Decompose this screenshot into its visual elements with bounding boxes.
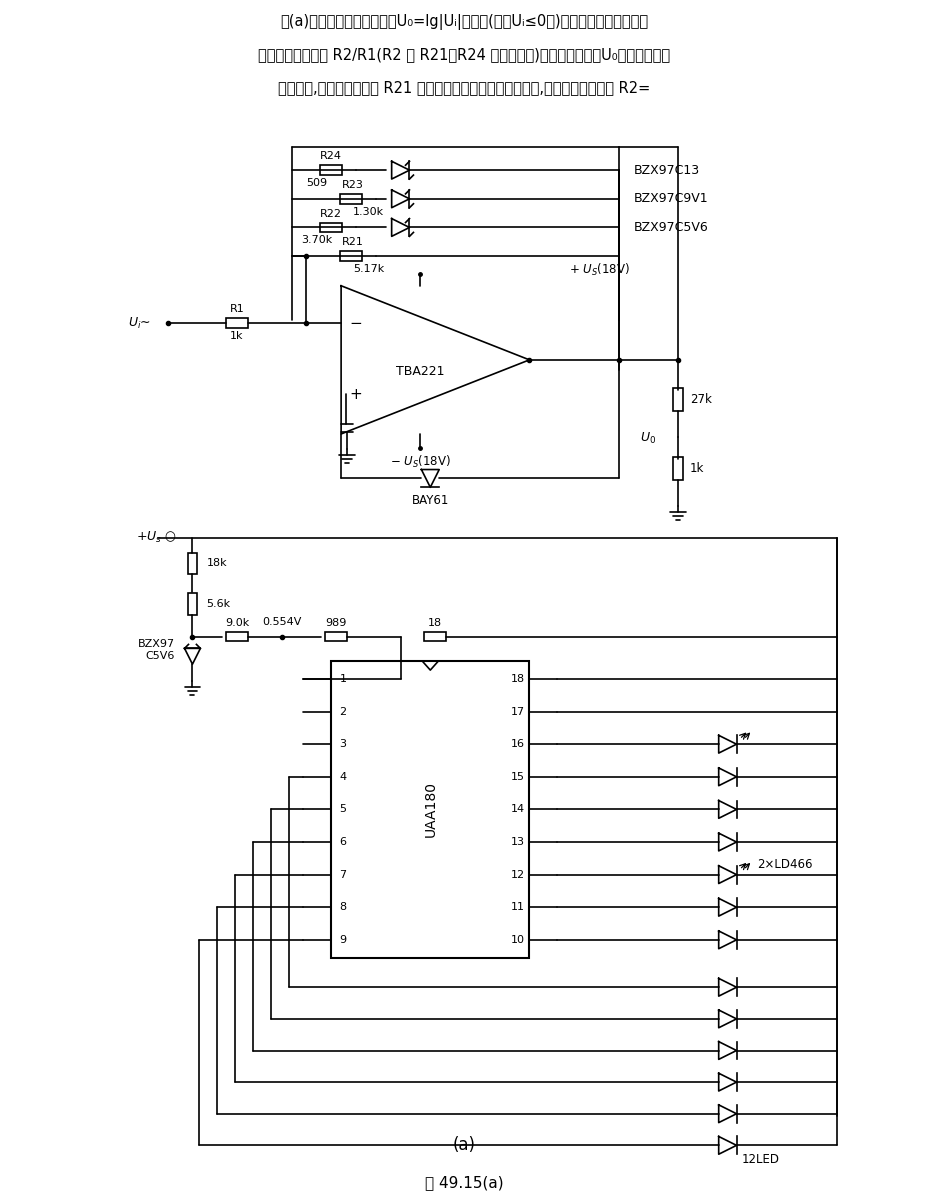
Text: 3: 3	[339, 740, 346, 749]
Text: 5: 5	[339, 804, 346, 815]
Text: 12LED: 12LED	[741, 1153, 779, 1165]
Text: 12: 12	[510, 870, 524, 880]
Text: BZX97C5V6: BZX97C5V6	[633, 221, 707, 234]
Text: R22: R22	[320, 209, 342, 219]
Text: 6: 6	[339, 836, 346, 847]
Text: 15: 15	[510, 772, 524, 782]
Text: +$U_s$ ○: +$U_s$ ○	[136, 531, 176, 545]
Text: 5.17k: 5.17k	[353, 264, 384, 274]
Text: 1k: 1k	[230, 331, 244, 341]
Bar	[226, 318, 248, 329]
Bar	[672, 456, 682, 480]
Text: 3.70k: 3.70k	[300, 235, 332, 245]
Text: 17: 17	[510, 706, 524, 717]
Text: 9.0k: 9.0k	[224, 618, 249, 627]
Bar	[187, 552, 197, 575]
Text: 7: 7	[339, 870, 347, 880]
Text: + $U_S$(18V): + $U_S$(18V)	[568, 262, 629, 278]
Bar	[340, 194, 362, 204]
Text: 27k: 27k	[689, 393, 711, 406]
Text: R24: R24	[320, 152, 342, 161]
Text: 13: 13	[510, 836, 524, 847]
Text: 0.554V: 0.554V	[261, 617, 301, 626]
Text: 509: 509	[305, 178, 326, 188]
Text: 18k: 18k	[206, 558, 227, 569]
Text: 图 49.15(a): 图 49.15(a)	[425, 1176, 502, 1190]
Bar	[320, 165, 342, 176]
Text: 989: 989	[325, 618, 347, 627]
Bar	[187, 593, 197, 614]
Text: 5.6k: 5.6k	[206, 599, 230, 609]
Text: 1: 1	[339, 674, 346, 684]
Text: 数决定于电阻比值 R2/R1(R2 为 R21～R24 的综合数值)。只要输出电压U₀低于发光二极: 数决定于电阻比值 R2/R1(R2 为 R21～R24 的综合数值)。只要输出电…	[258, 47, 669, 62]
Bar	[424, 632, 446, 642]
Text: TBA221: TBA221	[396, 366, 444, 378]
Bar	[331, 661, 528, 957]
Bar	[340, 251, 362, 261]
Text: R21: R21	[342, 238, 363, 247]
Text: C5V6: C5V6	[146, 651, 174, 661]
Text: 管的电压,反馈支路中上的 R21 就不起作用。如果超过了该电压,则反馈电阻就减小 R2=: 管的电压,反馈支路中上的 R21 就不起作用。如果超过了该电压,则反馈电阻就减小…	[277, 80, 650, 94]
Bar	[226, 632, 248, 642]
Text: BZX97C9V1: BZX97C9V1	[633, 192, 707, 206]
Text: 1.30k: 1.30k	[353, 207, 384, 216]
Bar	[324, 632, 347, 642]
Text: $U_i$∼: $U_i$∼	[128, 315, 151, 331]
Bar	[672, 387, 682, 411]
Text: 8: 8	[339, 902, 347, 912]
Text: 2: 2	[339, 706, 347, 717]
Text: 10: 10	[510, 934, 524, 945]
Text: 图(a)电路中多边形导线可有U₀=lg|Uᵢ|的关系(对于Uᵢ≤0时)。运算放大器的放大系: 图(a)电路中多边形导线可有U₀=lg|Uᵢ|的关系(对于Uᵢ≤0时)。运算放大…	[280, 14, 647, 30]
Text: 18: 18	[510, 674, 524, 684]
Text: $U_0$: $U_0$	[640, 431, 655, 447]
Text: 16: 16	[510, 740, 524, 749]
Text: 4: 4	[339, 772, 347, 782]
Text: BZX97: BZX97	[137, 639, 174, 649]
Text: UAA180: UAA180	[423, 782, 437, 838]
Text: −: −	[349, 315, 362, 331]
Text: 1k: 1k	[689, 462, 704, 476]
Text: R1: R1	[230, 305, 244, 314]
Text: R23: R23	[342, 180, 363, 190]
Bar	[320, 222, 342, 232]
Text: 2×LD466: 2×LD466	[756, 858, 812, 871]
Text: +: +	[349, 387, 362, 402]
Text: 9: 9	[339, 934, 347, 945]
Text: 14: 14	[510, 804, 524, 815]
Text: 11: 11	[510, 902, 524, 912]
Text: BZX97C13: BZX97C13	[633, 164, 699, 177]
Text: 18: 18	[427, 618, 442, 627]
Text: (a): (a)	[452, 1136, 475, 1154]
Text: BAY61: BAY61	[412, 494, 449, 507]
Text: − $U_S$(18V): − $U_S$(18V)	[389, 454, 451, 470]
